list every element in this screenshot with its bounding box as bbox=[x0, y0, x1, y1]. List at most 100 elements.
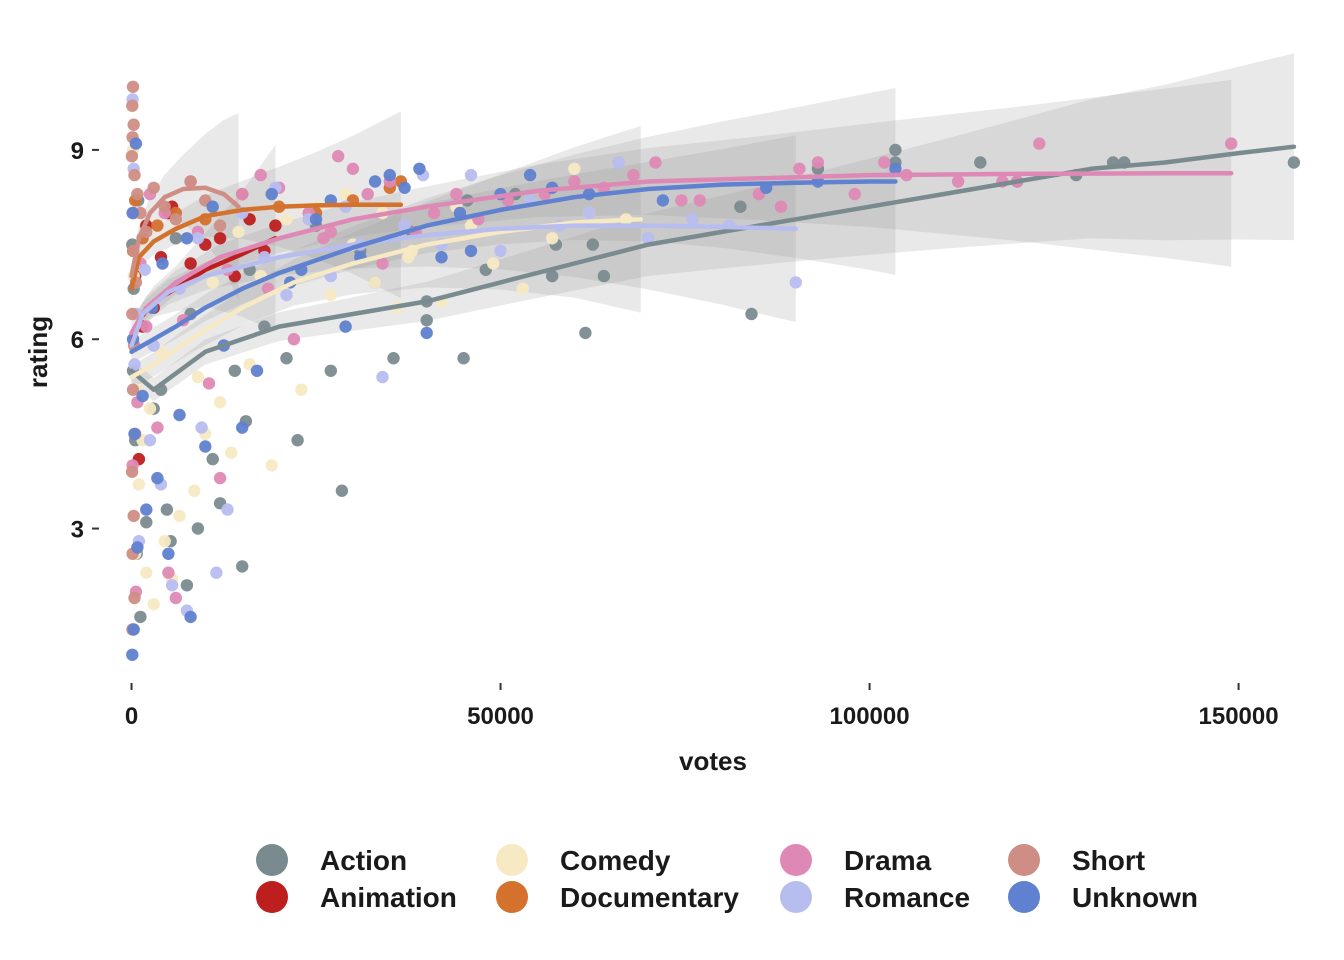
data-point-drama bbox=[1225, 137, 1238, 150]
x-tick-label: 50000 bbox=[467, 703, 534, 730]
data-point-drama bbox=[213, 471, 227, 485]
confidence-ribbon-short bbox=[131, 113, 239, 301]
data-point-short bbox=[126, 307, 139, 321]
legend-item-unknown: Unknown bbox=[1008, 881, 1198, 913]
legend-label: Romance bbox=[844, 882, 970, 913]
data-point-drama bbox=[649, 156, 662, 169]
data-point-unknown bbox=[383, 168, 396, 182]
data-point-drama bbox=[346, 162, 360, 175]
data-point-action bbox=[387, 352, 400, 365]
trend-line-action bbox=[129, 144, 1297, 392]
data-point-comedy bbox=[295, 383, 308, 396]
data-point-drama bbox=[774, 200, 788, 213]
trend-lines bbox=[129, 144, 1297, 392]
legend-item-comedy: Comedy bbox=[496, 844, 671, 876]
data-point-short bbox=[127, 509, 140, 523]
data-point-unknown bbox=[236, 421, 249, 434]
data-point-comedy bbox=[132, 478, 146, 491]
data-point-unknown bbox=[464, 244, 478, 258]
data-point-unknown bbox=[140, 503, 153, 516]
legend-key-action bbox=[256, 844, 288, 876]
legend-key-short bbox=[1008, 844, 1040, 876]
data-point-drama bbox=[951, 175, 965, 188]
data-point-romance bbox=[143, 434, 157, 447]
data-point-action bbox=[228, 364, 241, 377]
data-point-action bbox=[889, 143, 902, 157]
data-point-unknown bbox=[889, 162, 902, 175]
data-point-unknown bbox=[156, 257, 169, 270]
data-point-romance bbox=[138, 263, 151, 276]
data-point-comedy bbox=[368, 276, 382, 289]
data-point-romance bbox=[582, 206, 596, 220]
data-point-romance bbox=[641, 232, 655, 245]
legend-label: Animation bbox=[320, 882, 457, 913]
data-point-action bbox=[291, 434, 304, 447]
data-point-drama bbox=[361, 187, 374, 201]
data-point-short bbox=[126, 383, 140, 396]
data-point-short bbox=[213, 219, 227, 232]
legend-key-unknown bbox=[1008, 881, 1040, 913]
data-point-action bbox=[586, 238, 599, 251]
data-point-unknown bbox=[199, 440, 212, 453]
data-point-comedy bbox=[191, 370, 205, 384]
data-point-romance bbox=[128, 358, 141, 371]
data-point-drama bbox=[236, 187, 249, 201]
data-point-unknown bbox=[126, 648, 139, 661]
data-point-action bbox=[974, 156, 987, 169]
legend-key-drama bbox=[780, 844, 812, 876]
data-point-drama bbox=[202, 377, 216, 390]
legend-key-animation bbox=[256, 881, 288, 913]
legend-label: Short bbox=[1072, 845, 1145, 876]
data-point-unknown bbox=[656, 194, 670, 207]
data-point-comedy bbox=[516, 282, 529, 295]
data-point-short bbox=[184, 175, 197, 188]
data-point-romance bbox=[165, 579, 179, 592]
data-point-drama bbox=[332, 150, 345, 163]
y-tick-label: 9 bbox=[71, 138, 84, 165]
confidence-ribbon-unknown bbox=[131, 88, 896, 364]
data-point-short bbox=[128, 591, 141, 605]
legend-key-romance bbox=[780, 881, 812, 913]
data-point-animation bbox=[184, 257, 197, 270]
legend-key-documentary bbox=[496, 881, 528, 913]
data-point-action bbox=[280, 352, 293, 365]
data-point-unknown bbox=[162, 547, 175, 560]
data-point-short bbox=[131, 187, 144, 201]
data-point-action bbox=[457, 352, 470, 365]
x-axis-title: votes bbox=[679, 746, 747, 776]
data-point-action bbox=[236, 560, 249, 573]
data-point-romance bbox=[210, 566, 223, 579]
data-point-comedy bbox=[280, 213, 293, 226]
data-point-romance bbox=[612, 156, 625, 169]
legend-label: Comedy bbox=[560, 845, 671, 876]
x-tick-label: 150000 bbox=[1199, 703, 1279, 730]
data-point-action bbox=[324, 364, 337, 377]
data-point-action bbox=[206, 452, 219, 466]
legend-item-drama: Drama bbox=[780, 844, 932, 876]
data-point-drama bbox=[287, 333, 301, 346]
confidence-ribbon-drama bbox=[131, 79, 1232, 345]
data-point-documentary bbox=[151, 219, 164, 232]
data-point-unknown bbox=[206, 200, 219, 213]
trend-line-unknown bbox=[129, 179, 898, 355]
data-point-romance bbox=[221, 503, 234, 516]
data-point-unknown bbox=[309, 213, 323, 226]
data-point-drama bbox=[793, 162, 806, 175]
data-point-short bbox=[128, 168, 141, 182]
axes: 0 50000 100000 150000 3 6 9 bbox=[71, 138, 1279, 730]
data-point-unknown bbox=[420, 326, 433, 340]
y-tick-label: 6 bbox=[71, 327, 84, 354]
data-point-drama bbox=[878, 156, 891, 169]
data-point-comedy bbox=[232, 225, 245, 239]
data-point-drama bbox=[151, 421, 164, 434]
legend-item-action: Action bbox=[256, 844, 407, 876]
data-point-romance bbox=[195, 421, 208, 434]
trend-line-documentary bbox=[129, 202, 404, 291]
data-point-short bbox=[126, 80, 140, 94]
data-point-action bbox=[734, 200, 747, 213]
data-point-comedy bbox=[158, 535, 171, 548]
data-point-drama bbox=[324, 225, 337, 239]
y-axis-title: rating bbox=[23, 316, 53, 388]
data-point-action bbox=[579, 326, 592, 340]
